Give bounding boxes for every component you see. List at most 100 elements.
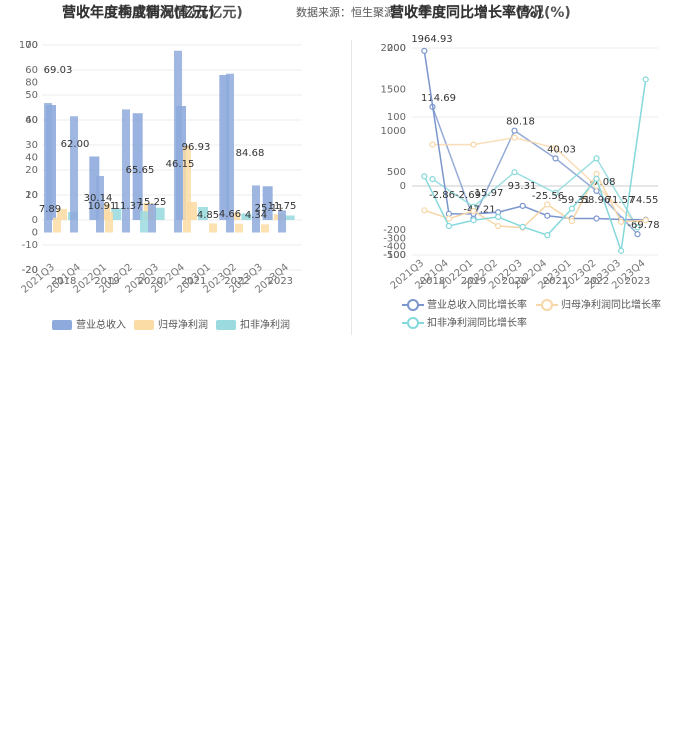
panel-divider	[351, 40, 352, 335]
annual-growth-point-2	[511, 169, 518, 176]
quarterly-growth-point-1	[495, 222, 502, 230]
legend-item-revenue-growth[interactable]: 营业总收入同比增长率	[402, 296, 527, 311]
annual-growth-point-1	[429, 141, 436, 148]
quarterly-bar-0	[252, 185, 260, 233]
y-tick-label-quarterly: 60	[25, 115, 38, 126]
quarterly-bar-0	[44, 103, 52, 233]
quarterly-growth-point-1	[470, 208, 477, 215]
y-tick-label-annual: 0	[32, 215, 38, 226]
quarterly-bar-1	[209, 223, 217, 233]
annual-bar-0	[219, 75, 230, 220]
y-tick-label-annual-growth: -100	[383, 250, 406, 261]
legend-item-revenue[interactable]: 营业总收入	[52, 316, 126, 331]
y-tick-label-annual: 10	[25, 190, 38, 201]
bar-data-label: 4.66	[219, 209, 241, 220]
legend-item-net-profit[interactable]: 归母净利润	[134, 316, 208, 331]
annual-bar-2	[241, 213, 252, 220]
quarterly-growth-label: 1964.93	[411, 34, 452, 45]
annual-growth-point-1	[552, 144, 559, 152]
bar-data-label: 25.11	[255, 203, 284, 214]
legend-label-deducted-profit-growth: 扣非净利润同比增长率	[427, 318, 527, 329]
quarterly-growth-point-1	[642, 217, 649, 224]
quarterly-growth-label: 58.96	[582, 195, 611, 206]
y-tick-label-quarterly-growth: -400	[383, 242, 406, 253]
annual-growth-point-2	[429, 176, 436, 183]
legend-label-net-profit: 归母净利润	[158, 320, 208, 331]
annual-bar-1	[57, 209, 67, 220]
right-chart-svg: -100 0 100 200 2018 2019 2020 2021 2022 2023 114.6…	[381, 34, 660, 292]
y-tick-label-annual: 30	[25, 140, 38, 151]
annual-growth-line-1	[432, 136, 639, 225]
quarterly-bar-0	[278, 210, 286, 233]
annual-bar-1	[230, 212, 241, 220]
annual-bar-2	[154, 207, 165, 220]
y-tick-label-quarterly: 100	[19, 40, 38, 51]
quarterly-growth-point-2	[642, 76, 649, 83]
y-tick-label-quarterly: 0	[32, 228, 38, 239]
legend-swatch-deducted-profit	[216, 320, 236, 330]
annual-bar-2	[111, 208, 122, 220]
x-tick-label-annual: 2018	[51, 276, 76, 287]
bar-data-label: 10.91	[88, 201, 117, 212]
quarterly-growth-point-0	[593, 215, 600, 222]
bar-data-label: 62.00	[61, 139, 90, 150]
legend-swatch-net-profit-growth	[536, 299, 558, 311]
y-tick-label-annual: -20	[22, 265, 38, 276]
annual-growth-point-0	[593, 187, 600, 194]
legend-swatch-net-profit	[134, 320, 154, 330]
y-tick-label-annual: 50	[25, 90, 38, 101]
quarterly-bar-1	[183, 145, 191, 233]
quarterly-growth-point-2	[519, 223, 526, 230]
legend-swatch-deducted-profit-growth	[402, 317, 424, 329]
bar-data-label: 4.85	[197, 210, 219, 221]
y-tick-label-annual-growth: 0	[400, 181, 406, 192]
bar-data-label: 69.03	[44, 65, 73, 76]
annual-bar-1	[187, 202, 197, 220]
quarterly-bar-2	[140, 211, 148, 233]
y-tick-label-annual-growth: 200	[387, 43, 406, 54]
legend-item-deducted-profit[interactable]: 扣非净利润	[216, 316, 290, 331]
legend-item-net-profit-growth[interactable]: 归母净利润同比增长率	[536, 296, 661, 311]
annual-growth-label: -47.21	[463, 205, 495, 216]
legend-swatch-revenue	[52, 320, 72, 330]
bar-data-label: 7.89	[39, 204, 61, 215]
quarterly-bar-0	[70, 116, 78, 233]
annual-growth-label: 114.69	[421, 93, 456, 104]
data-source-note: 数据来源：恒生聚源	[296, 6, 395, 19]
y-tick-label-quarterly: -20	[22, 265, 38, 276]
annual-growth-label: -69.78	[627, 220, 659, 231]
quarterly-bar-0	[122, 109, 130, 233]
y-tick-label-annual: 20	[25, 165, 38, 176]
x-tick-label-annual-growth: 2021	[543, 276, 568, 287]
bar-data-label: 4.34	[245, 210, 267, 221]
y-tick-label-quarterly: 40	[25, 153, 38, 164]
y-tick-label-quarterly: 80	[25, 78, 38, 89]
annual-growth-point-1	[511, 134, 518, 141]
x-tick-label-annual-growth: 2023	[625, 276, 650, 287]
quarterly-bar-1	[105, 212, 113, 233]
legend-item-deducted-profit-growth[interactable]: 扣非净利润同比增长率	[402, 314, 527, 329]
quarterly-growth-point-1	[618, 218, 625, 225]
x-tick-label-annual-growth: 2022	[584, 276, 609, 287]
quarterly-growth-label: 15.97	[475, 188, 504, 199]
bar-data-label: 11.75	[268, 201, 297, 212]
y-tick-label-quarterly-growth: -300	[383, 233, 406, 244]
bar-data-label: 84.68	[236, 148, 265, 159]
quarterly-bar-0	[174, 50, 182, 233]
y-tick-label-quarterly: 20	[25, 190, 38, 201]
legend-label-deducted-profit: 扣非净利润	[240, 320, 290, 331]
right-legend: 营业总收入同比增长率 归母净利润同比增长率 扣非净利润同比增长率	[402, 296, 692, 332]
legend-label-revenue: 营业总收入	[76, 320, 126, 331]
quarterly-growth-point-2	[495, 213, 502, 221]
quarterly-growth-line-0	[423, 50, 646, 221]
annual-growth-point-2	[552, 189, 559, 196]
quarterly-growth-point-2	[593, 175, 600, 182]
quarterly-bar-1	[235, 223, 243, 233]
annual-growth-point-0	[511, 127, 518, 134]
quarterly-growth-point-1	[568, 217, 575, 225]
annual-growth-label: -7.08	[590, 177, 616, 188]
left-chart-title-back: 营收年度构成情况(亿元)	[62, 5, 215, 21]
quarterly-growth-point-2	[544, 232, 551, 239]
quarterly-growth-point-1	[593, 170, 600, 177]
quarterly-growth-point-0	[544, 212, 551, 219]
